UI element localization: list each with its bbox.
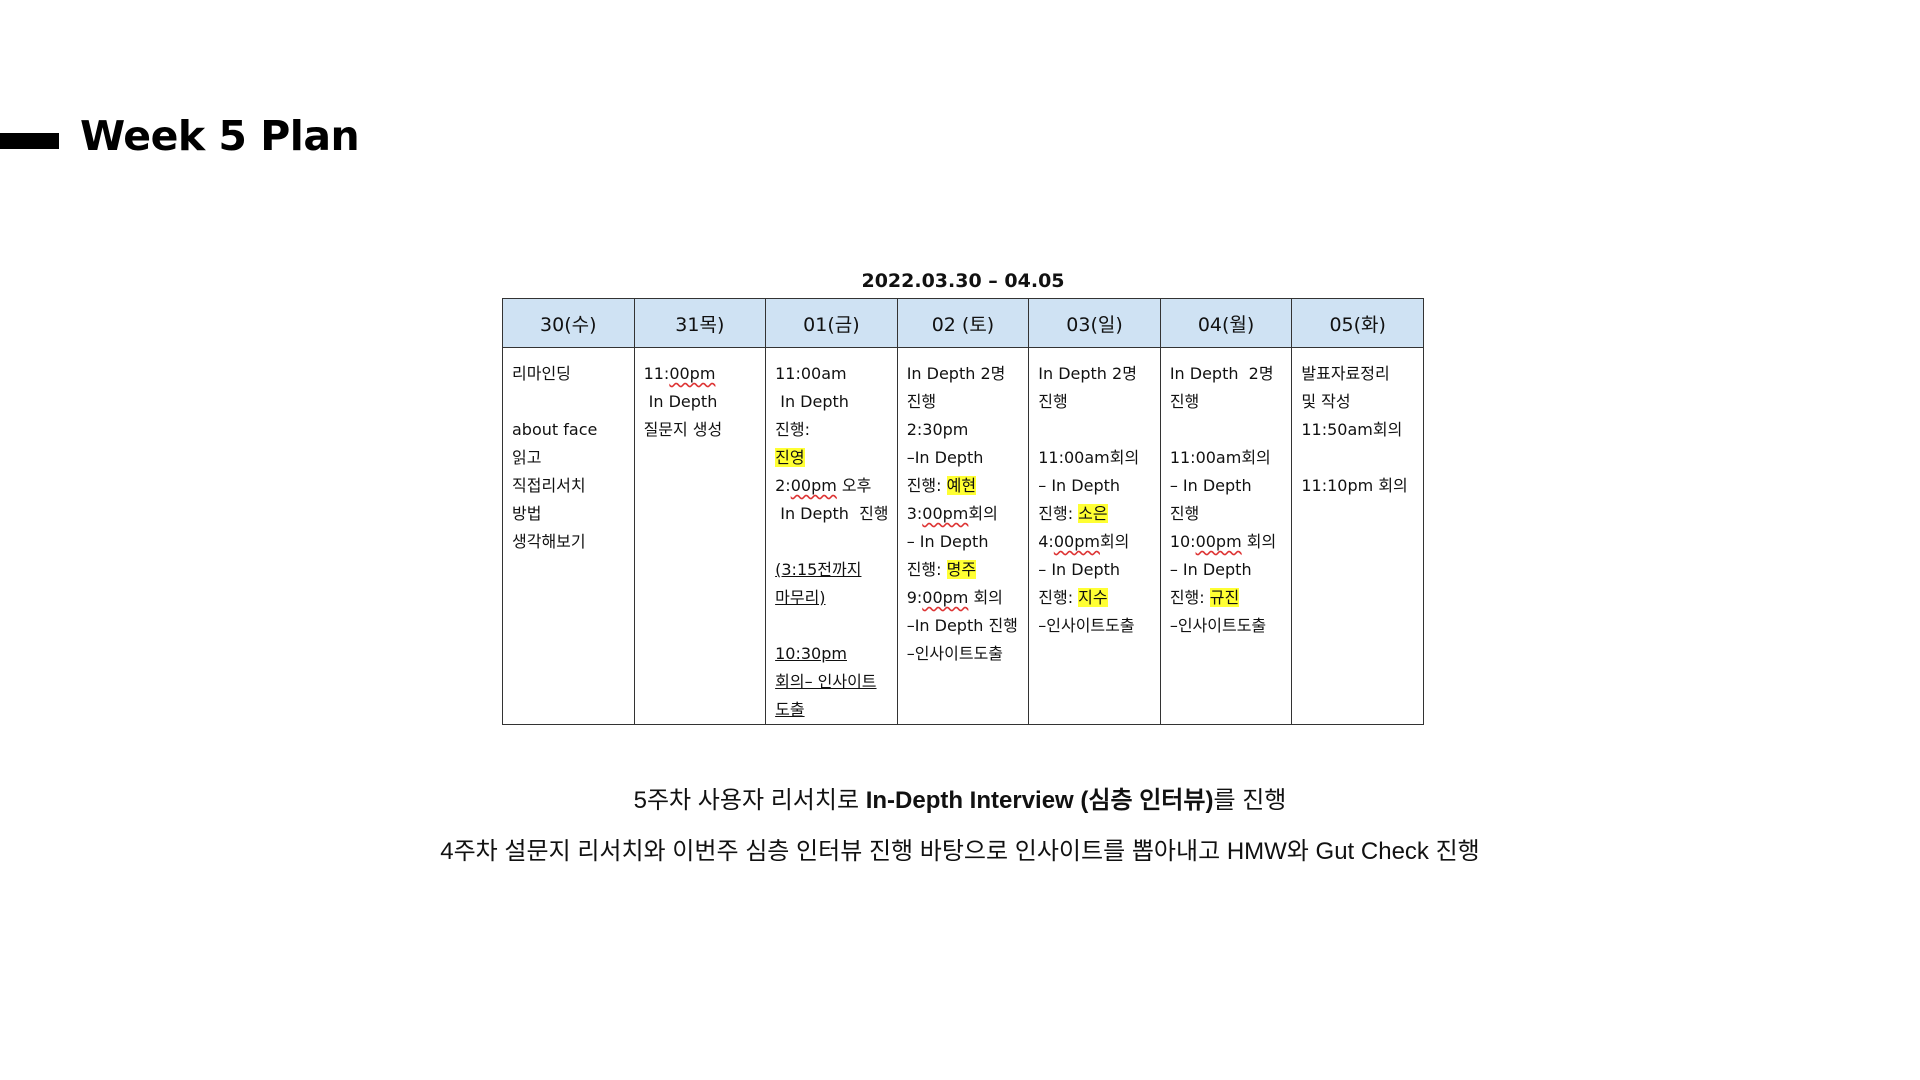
cell-text: –인사이트도출 xyxy=(1038,616,1135,635)
cell-day-6: 발표자료정리 및 작성 11:50am회의 11:10pm 회의 xyxy=(1291,347,1424,725)
header-day-4: 03(일) xyxy=(1028,298,1161,348)
cell-text: 4: xyxy=(1038,532,1054,551)
header-day-0: 30(수) xyxy=(502,298,635,348)
header-day-3: 02 (토) xyxy=(896,298,1030,348)
cell-text: 규진 xyxy=(1209,588,1240,607)
header-day-6: 05(화) xyxy=(1291,298,1424,348)
cell-text: 회의 – In Depth 진행: xyxy=(906,504,998,579)
summary-line-1: 5주차 사용자 리서치로 In-Depth Interview (심층 인터뷰)… xyxy=(0,785,1920,817)
cell-text: In Depth 2명 진행 2:30pm –In Depth 진행: xyxy=(906,364,1006,495)
cell-text: 11:00am In Depth 진행: xyxy=(775,364,849,439)
cell-text: –인사이트도출 xyxy=(1169,616,1267,635)
cell-text: In Depth 2명 진행 11:00am회의 – In Depth 진행 1… xyxy=(1169,364,1274,551)
cell-text: 00pm xyxy=(922,588,969,607)
summary-line-1-pre: 5주차 사용자 리서치로 xyxy=(633,787,866,814)
cell-text: 00pm xyxy=(1053,532,1100,551)
cell-text: 명주 xyxy=(946,560,977,579)
cell-text: 예현 xyxy=(946,476,977,495)
cell-text: In Depth 질문지 생성 xyxy=(643,392,723,439)
cell-day-4: In Depth 2명 진행 11:00am회의 – In Depth 진행: … xyxy=(1028,347,1161,725)
cell-text: 00pm xyxy=(922,504,969,523)
cell-text: 회의 –In Depth 진행 –인사이트도출 xyxy=(906,588,1018,663)
cell-text: 2: xyxy=(775,476,791,495)
schedule-table: 30(수) 31목) 01(금) 02 (토) 03(일) 04(월) 05(화… xyxy=(502,298,1424,725)
page-title: Week 5 Plan xyxy=(80,112,360,160)
header-day-1: 31목) xyxy=(633,298,767,348)
cell-text: 오후 In Depth 진행 xyxy=(780,476,889,523)
cell-text: 회의 – In Depth 진행: xyxy=(1038,532,1130,607)
summary-line-1-bold: In-Depth Interview (심층 인터뷰) xyxy=(865,787,1214,814)
cell-text: 3: xyxy=(906,504,923,523)
cell-text: In Depth 2명 진행 11:00am회의 – In Depth 진행: xyxy=(1038,364,1140,523)
header-day-2: 01(금) xyxy=(765,298,898,348)
cell-day-2: 11:00am In Depth 진행: 진영 2:00pm 오후 In Dep… xyxy=(765,347,898,725)
cell-text: 소은 xyxy=(1078,504,1108,523)
cell-day-5: In Depth 2명 진행 11:00am회의 – In Depth 진행 1… xyxy=(1159,347,1293,725)
cell-day-3: In Depth 2명 진행 2:30pm –In Depth 진행: 예현 3… xyxy=(896,347,1030,725)
cell-text: 발표자료정리 및 작성 11:50am회의 11:10pm 회의 xyxy=(1301,364,1408,495)
cell-text: 10:30pm 회의– 인사이트 도출 xyxy=(775,644,877,719)
cell-text: 00pm xyxy=(790,476,837,495)
cell-text: 회의 – In Depth 진행: xyxy=(1169,532,1277,607)
cell-day-0: 리마인딩 about face 읽고 직접리서치 방법 생각해보기 xyxy=(502,347,635,725)
cell-text: 9: xyxy=(906,588,923,607)
cell-text: 00pm xyxy=(669,364,716,383)
cell-text: 11: xyxy=(643,364,670,383)
cell-text: 리마인딩 about face 읽고 직접리서치 방법 생각해보기 xyxy=(512,364,598,551)
cell-text: 00pm xyxy=(1195,532,1242,551)
cell-text: 지수 xyxy=(1078,588,1108,607)
cell-text: 진영 xyxy=(775,448,805,467)
header-day-5: 04(월) xyxy=(1159,298,1293,348)
title-accent-bar xyxy=(0,133,59,149)
table-caption: 2022.03.30 – 04.05 xyxy=(861,270,1065,292)
cell-text: (3:15전까지 마무리) xyxy=(775,560,862,607)
summary-line-2: 4주차 설문지 리서치와 이번주 심층 인터뷰 진행 바탕으로 인사이트를 뽑아… xyxy=(440,838,1480,865)
schedule-body-row: 리마인딩 about face 읽고 직접리서치 방법 생각해보기 11:00p… xyxy=(502,347,1424,725)
summary-line-1-post: 를 진행 xyxy=(1213,787,1287,814)
cell-day-1: 11:00pm In Depth 질문지 생성 xyxy=(633,347,767,725)
schedule-header-row: 30(수) 31목) 01(금) 02 (토) 03(일) 04(월) 05(화… xyxy=(502,298,1424,348)
